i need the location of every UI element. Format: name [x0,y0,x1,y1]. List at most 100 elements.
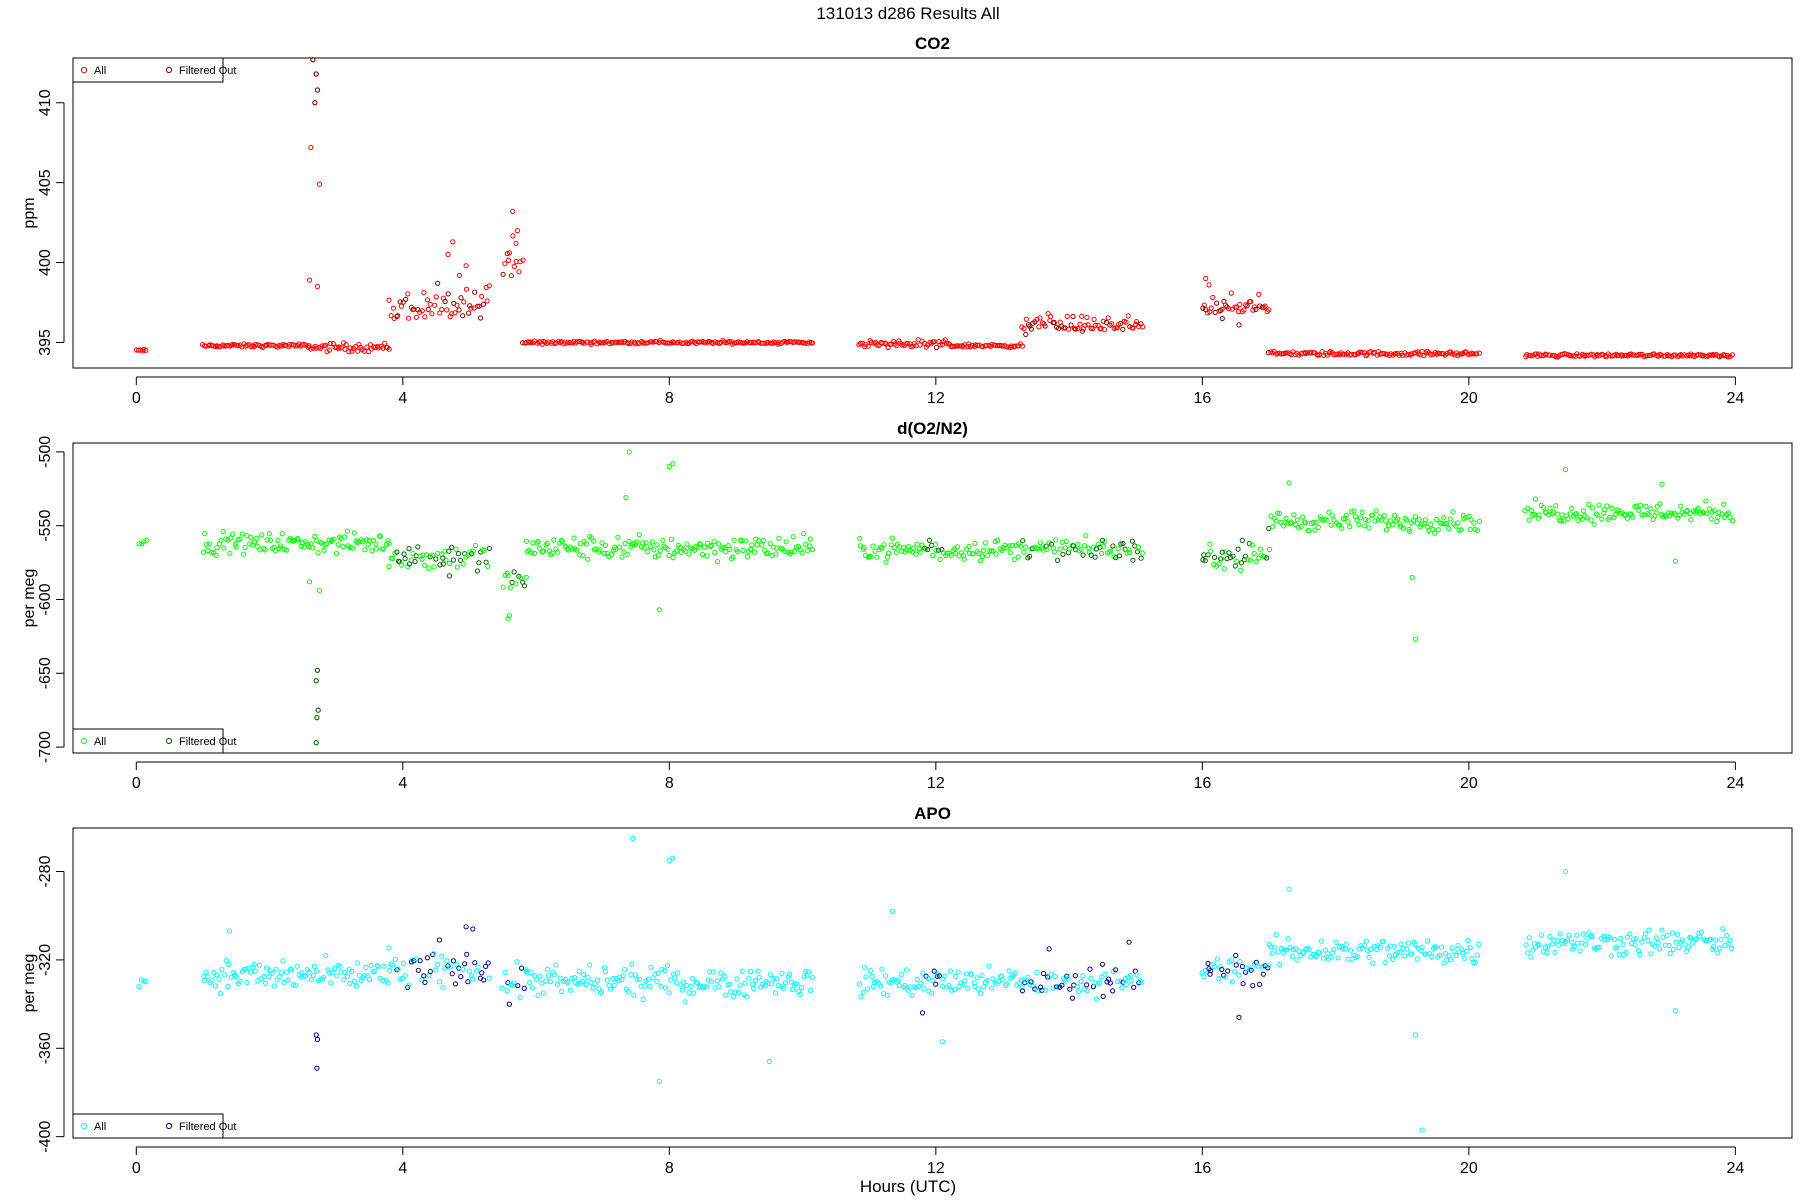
x-tick-label: 24 [1726,1160,1744,1177]
data-point-filtered [1130,557,1136,563]
data-point [1266,307,1272,313]
data-point [530,540,536,546]
data-point [544,966,551,972]
data-point [1015,554,1021,560]
data-point [225,984,231,990]
data-point [746,975,752,981]
data-point [229,531,236,538]
plot-frame [72,442,1793,754]
data-point [220,528,226,535]
data-point [670,461,676,467]
data-point [399,975,405,982]
data-point-filtered [480,301,486,307]
data-point [1329,512,1335,518]
data-point-filtered [1099,961,1106,967]
data-point [695,545,701,551]
data-point-filtered [520,340,526,346]
data-point [1119,985,1125,991]
data-point-filtered [1068,322,1074,328]
data-point-filtered [1097,544,1103,550]
data-point [466,968,472,974]
data-point [805,548,811,554]
data-point [878,983,884,989]
data-point [267,342,273,348]
data-point [1657,501,1663,507]
data-point [599,540,605,546]
data-point [882,973,889,979]
data-point [203,541,210,548]
data-point [1207,541,1213,547]
data-point [1583,942,1589,948]
legend-marker-filtered [165,66,173,74]
data-point [205,974,211,980]
data-point-filtered [413,553,419,559]
data-point [1282,947,1288,953]
data-point [1584,935,1590,941]
data-point [1727,514,1733,521]
data-point [1117,320,1124,327]
data-point [1351,508,1357,514]
data-point [622,540,628,547]
data-point [426,565,432,572]
data-point [782,548,788,555]
data-point [502,261,508,267]
data-point [759,542,765,548]
data-point [273,966,279,972]
data-point [1422,517,1429,523]
data-point [711,539,717,545]
data-point [485,563,491,570]
data-point [933,547,939,554]
data-point [355,348,361,354]
data-point [640,540,646,546]
data-point [596,339,602,345]
data-point [1005,344,1011,350]
data-point-filtered [1236,1014,1242,1021]
data-point [294,963,300,969]
data-point [386,540,392,546]
data-point-filtered [1219,315,1225,322]
data-point [359,539,365,545]
data-point [1385,523,1392,529]
x-tick-label: 16 [1193,1160,1211,1177]
data-point [909,992,915,998]
data-point [891,545,897,551]
data-point [793,981,800,987]
data-point [599,340,605,346]
data-point [328,980,334,986]
data-point [261,973,267,980]
data-point [484,298,490,304]
data-point [1725,354,1731,360]
data-point [747,340,753,346]
data-point-filtered [479,970,485,976]
data-point [1566,932,1572,938]
data-point [571,535,577,541]
data-point [244,979,250,986]
panel-title: CO2 [915,34,950,53]
data-point [211,343,217,349]
data-point [1385,945,1391,951]
data-point-filtered [1253,306,1259,312]
data-point [1007,549,1013,556]
data-point-filtered [1225,968,1231,974]
data-point [1646,512,1652,518]
data-point [858,994,864,1000]
data-point [1451,948,1457,954]
data-point [1547,352,1553,358]
data-point-filtered [449,971,455,977]
data-point [1653,935,1659,941]
data-point-filtered [1238,560,1245,566]
data-point [686,551,692,557]
data-point [1729,352,1736,358]
data-point [1596,502,1602,508]
data-point [255,543,261,550]
data-point-filtered [1019,988,1026,994]
data-point [980,343,986,350]
data-point [444,958,450,964]
data-point [1710,946,1716,952]
data-point [1404,517,1410,523]
data-point-filtered [437,562,443,568]
data-point [295,537,301,543]
data-point [1302,519,1308,525]
data-point [1216,976,1222,982]
data-point [1090,325,1096,332]
